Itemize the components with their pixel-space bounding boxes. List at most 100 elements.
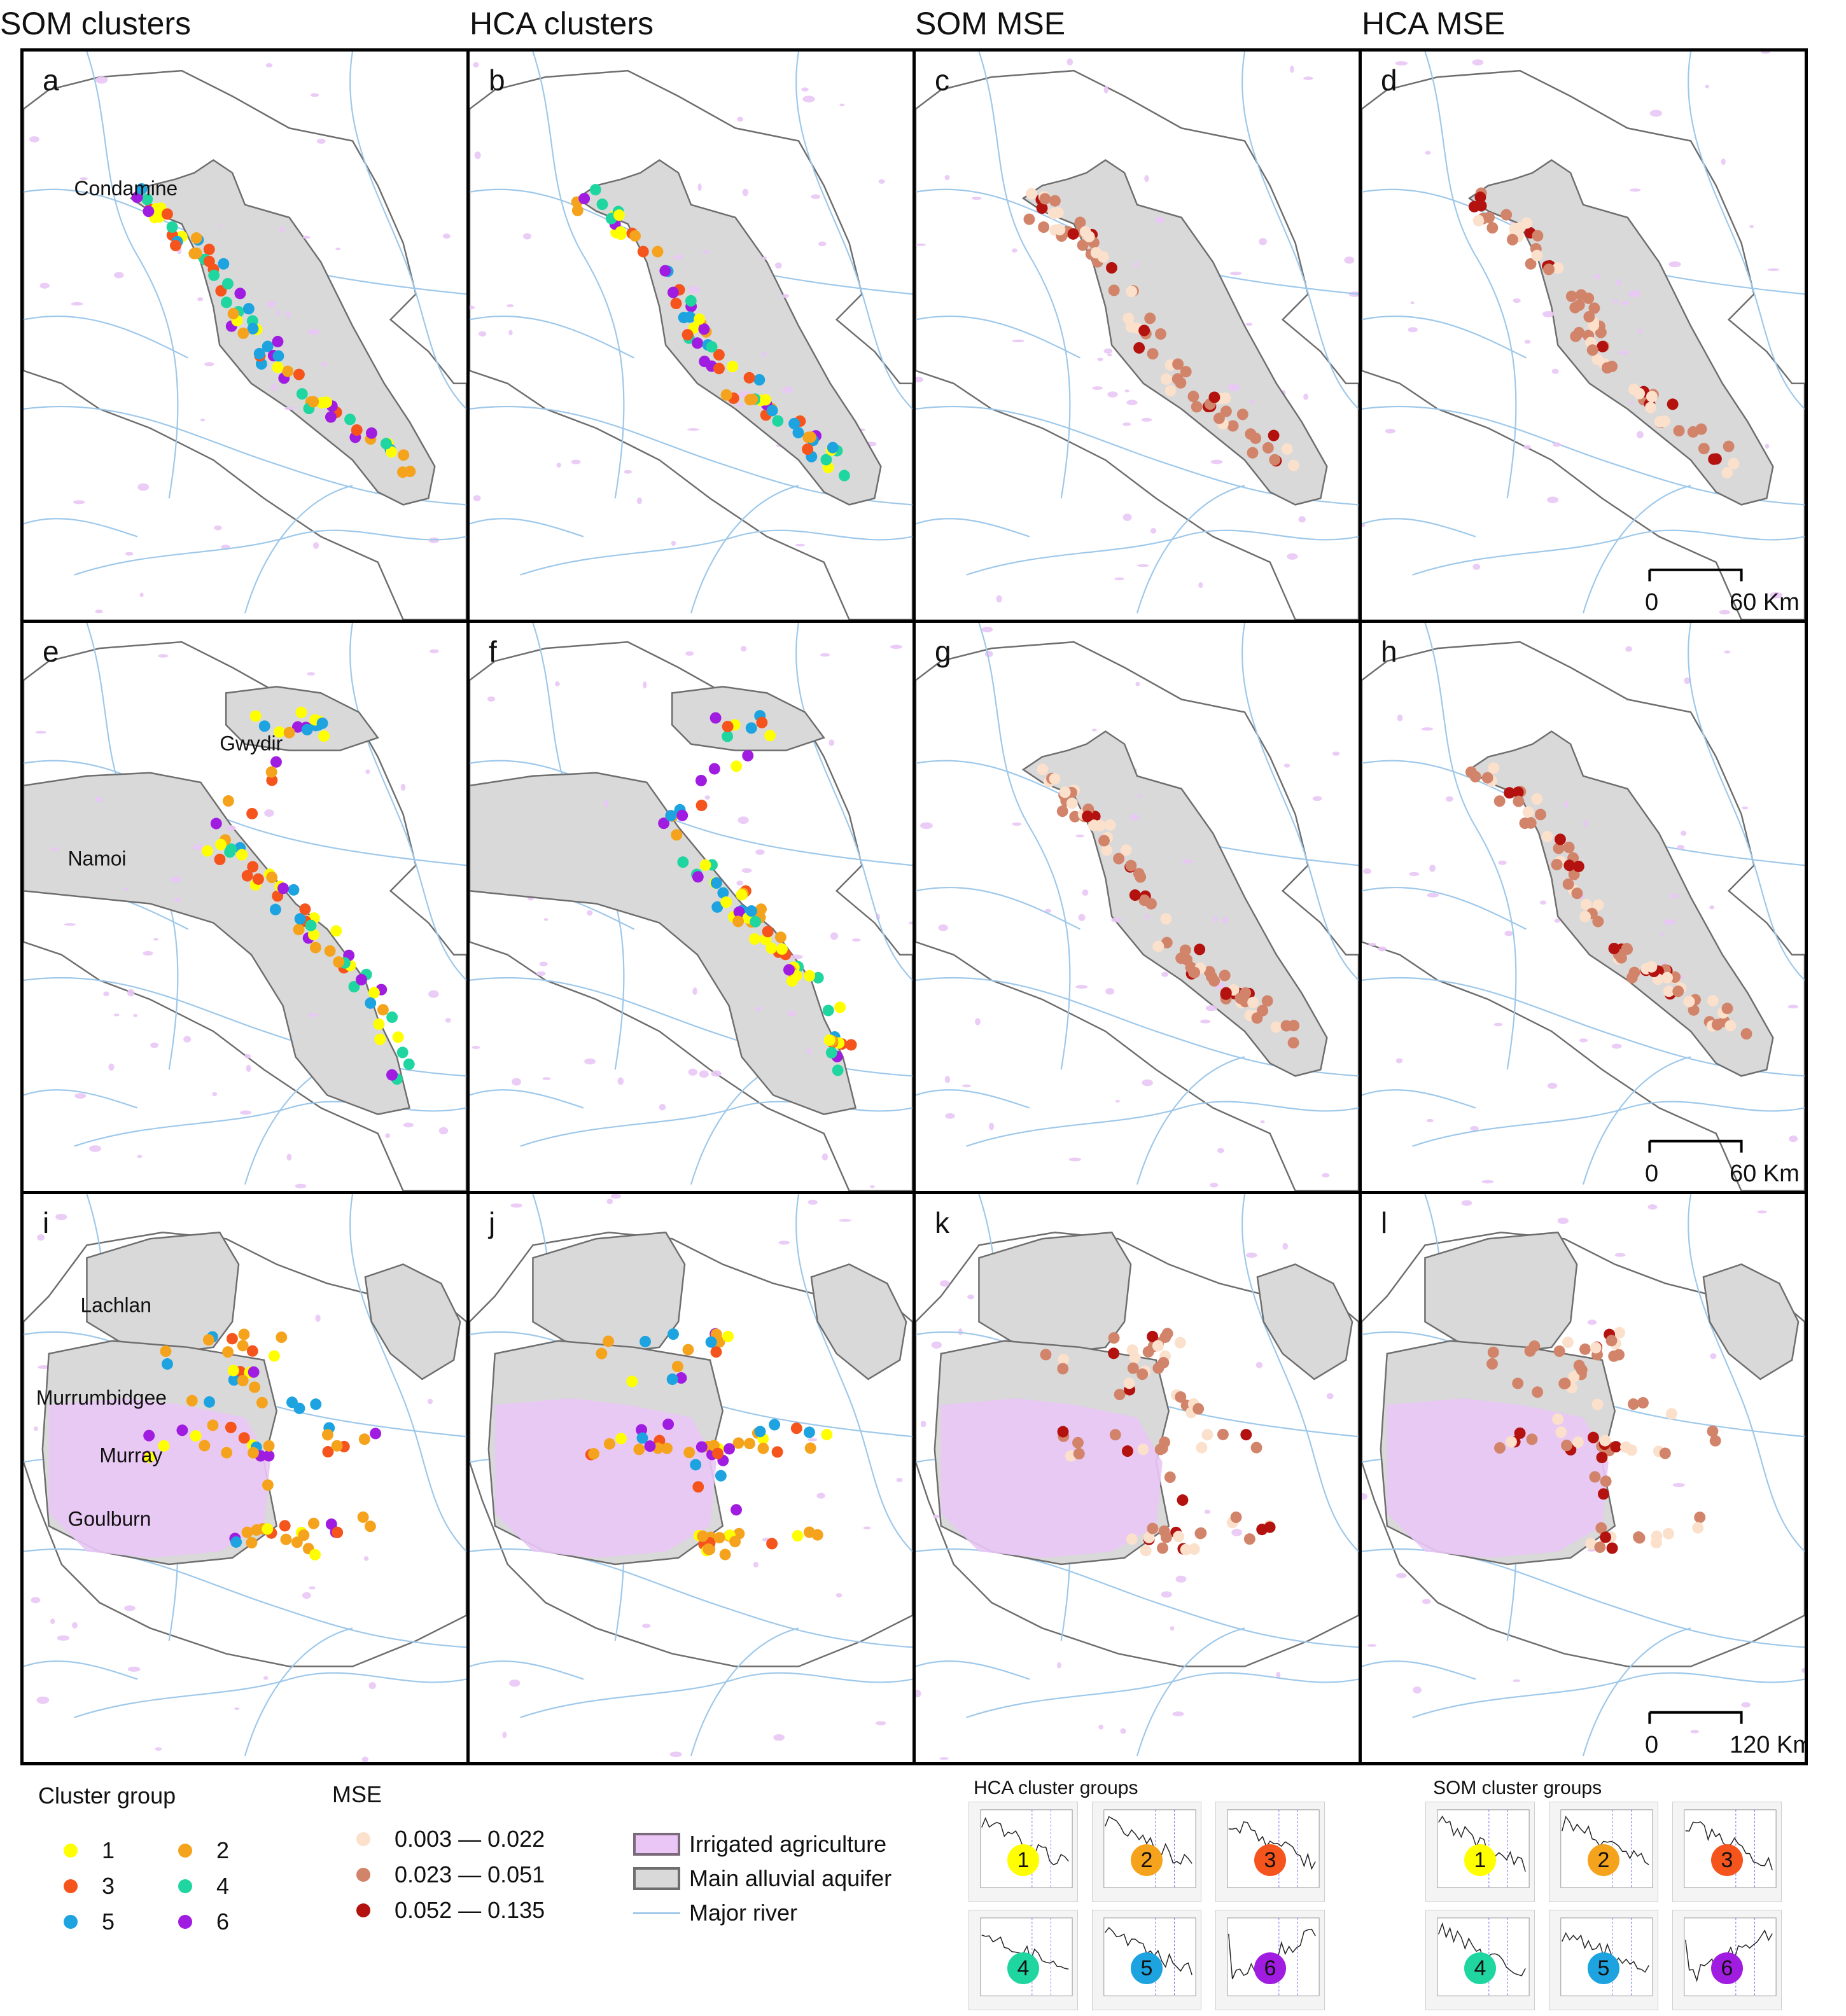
bore-marker bbox=[1104, 819, 1116, 831]
bore-marker bbox=[1541, 830, 1553, 843]
cluster-series-thumbnail: 3 bbox=[1672, 1802, 1782, 1902]
bore-marker bbox=[1580, 898, 1592, 910]
bore-marker bbox=[733, 906, 745, 918]
bore-marker bbox=[1174, 1337, 1186, 1349]
panel-letter: h bbox=[1381, 635, 1397, 668]
bore-marker bbox=[269, 1350, 280, 1362]
bore-marker bbox=[1069, 810, 1081, 823]
bore-marker bbox=[1646, 961, 1658, 973]
bore-marker bbox=[1213, 412, 1225, 424]
bore-marker bbox=[214, 853, 226, 865]
aquifer-swatch-icon bbox=[633, 1867, 680, 1890]
bore-marker bbox=[1507, 233, 1518, 246]
bore-marker bbox=[330, 925, 342, 937]
bore-marker bbox=[626, 1375, 638, 1387]
bore-marker bbox=[1038, 221, 1050, 233]
bore-marker bbox=[644, 1440, 656, 1452]
bore-marker bbox=[207, 1419, 219, 1431]
cluster-dot-icon bbox=[178, 1844, 192, 1858]
bore-marker bbox=[710, 877, 722, 889]
bore-marker bbox=[1036, 202, 1048, 214]
bore-marker bbox=[199, 1440, 211, 1452]
cluster-badge: 5 bbox=[1588, 1952, 1619, 1984]
cluster-badge: 5 bbox=[1131, 1952, 1163, 1984]
bore-marker bbox=[201, 845, 213, 857]
bore-marker bbox=[246, 1345, 258, 1357]
bore-marker bbox=[279, 1520, 291, 1532]
bore-marker bbox=[247, 323, 259, 335]
bore-marker bbox=[1054, 223, 1066, 235]
bore-marker bbox=[210, 817, 222, 830]
bore-marker bbox=[269, 903, 281, 915]
bore-marker bbox=[1243, 1533, 1255, 1545]
bore-marker bbox=[1145, 898, 1157, 910]
bore-marker bbox=[368, 987, 380, 999]
bore-marker bbox=[364, 1520, 376, 1533]
bore-marker bbox=[1227, 420, 1239, 432]
bore-marker bbox=[1531, 249, 1543, 261]
bore-marker bbox=[1250, 1442, 1262, 1454]
map-panel-c: c bbox=[913, 48, 1362, 623]
bore-marker bbox=[1142, 1345, 1154, 1358]
bore-marker bbox=[248, 1447, 259, 1459]
bore-marker bbox=[762, 926, 774, 938]
bore-marker bbox=[658, 817, 670, 830]
bore-marker bbox=[190, 247, 202, 260]
cluster-dot-icon bbox=[64, 1879, 78, 1893]
bore-marker bbox=[1152, 1362, 1164, 1374]
bore-marker bbox=[1164, 1471, 1176, 1484]
bore-marker bbox=[1194, 943, 1206, 956]
bore-marker bbox=[1177, 1494, 1189, 1506]
map-svg-k bbox=[916, 1194, 1359, 1760]
bore-marker bbox=[1595, 326, 1607, 338]
bore-marker bbox=[237, 1340, 249, 1352]
bore-marker bbox=[220, 296, 232, 309]
bore-marker bbox=[1152, 940, 1164, 952]
bore-marker bbox=[1553, 1345, 1565, 1358]
bore-marker bbox=[357, 1511, 369, 1523]
bore-marker bbox=[143, 205, 155, 218]
bore-marker bbox=[1108, 1332, 1120, 1344]
bore-marker bbox=[1171, 373, 1184, 385]
bore-marker bbox=[1049, 773, 1061, 785]
bore-marker bbox=[1072, 1436, 1084, 1449]
bore-marker bbox=[1570, 330, 1582, 342]
bore-marker bbox=[804, 970, 816, 982]
bore-marker bbox=[208, 269, 220, 281]
aquifer-area-lachlan bbox=[86, 1231, 240, 1355]
mse-dot-icon bbox=[356, 1868, 370, 1882]
bore-marker bbox=[703, 1543, 715, 1555]
legend-main-alluvial-aquifer: Main alluvial aquifer bbox=[633, 1865, 892, 1892]
bore-marker bbox=[671, 1361, 683, 1373]
cluster-series-thumbnail: 6 bbox=[1672, 1910, 1782, 2010]
aquifer-area-east bbox=[1256, 1263, 1353, 1380]
bore-marker bbox=[696, 1441, 708, 1453]
bore-marker bbox=[324, 945, 336, 957]
bore-marker bbox=[262, 1479, 274, 1491]
map-panel-d: d 0 60 Km bbox=[1359, 48, 1808, 623]
cluster-legend-item: 5 bbox=[64, 1908, 115, 1935]
cluster-series-thumbnail: 5 bbox=[1549, 1910, 1658, 2010]
bore-marker bbox=[1191, 401, 1203, 413]
bore-marker bbox=[396, 1046, 409, 1059]
bore-marker bbox=[732, 915, 745, 928]
cluster-legend-label: 3 bbox=[102, 1873, 115, 1899]
bore-marker bbox=[1522, 806, 1534, 818]
cluster-badge: 2 bbox=[1131, 1844, 1163, 1876]
bore-marker bbox=[270, 756, 282, 768]
bore-marker bbox=[358, 1433, 370, 1445]
bore-marker bbox=[1534, 809, 1546, 821]
bore-marker bbox=[1475, 200, 1487, 212]
irrigated-area bbox=[48, 1398, 270, 1558]
bore-marker bbox=[169, 239, 181, 251]
bore-marker bbox=[258, 720, 270, 732]
bore-marker bbox=[1056, 805, 1068, 817]
bore-marker bbox=[1665, 1408, 1677, 1420]
bore-marker bbox=[238, 1432, 250, 1444]
bore-marker bbox=[722, 730, 734, 742]
mse-legend-label: 0.052 — 0.135 bbox=[395, 1897, 545, 1923]
bore-marker bbox=[222, 795, 234, 807]
bore-marker bbox=[1472, 214, 1485, 226]
bore-marker bbox=[1189, 966, 1201, 978]
map-svg-h bbox=[1362, 623, 1805, 1191]
